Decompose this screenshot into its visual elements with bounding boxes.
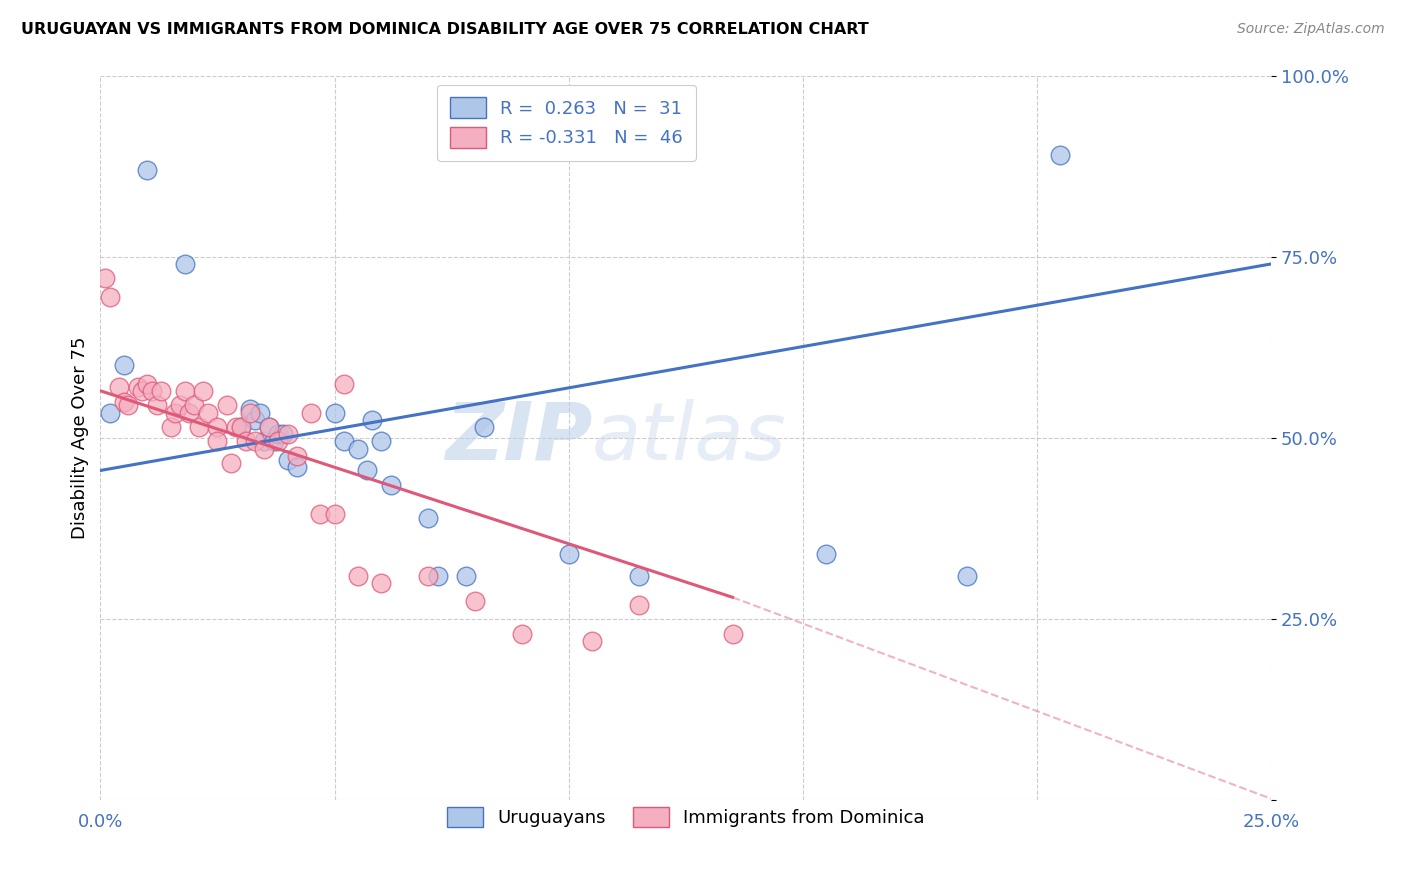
Point (159, 420, 181, 434)
Point (333, 376, 356, 391)
Point (239, 401, 262, 416)
Point (815, 547, 838, 561)
Point (221, 456, 243, 470)
Text: URUGUAYAN VS IMMIGRANTS FROM DOMINICA DISABILITY AGE OVER 75 CORRELATION CHART: URUGUAYAN VS IMMIGRANTS FROM DOMINICA DI… (21, 22, 869, 37)
Point (464, 594, 486, 608)
Point (98, 289, 121, 303)
Point (94, 271, 117, 285)
Point (277, 427, 299, 442)
Point (1049, 148, 1071, 162)
Point (117, 398, 139, 412)
Point (187, 420, 209, 434)
Point (253, 442, 276, 456)
Point (257, 420, 280, 434)
Point (285, 449, 308, 463)
Point (131, 384, 153, 398)
Point (426, 568, 449, 582)
Point (145, 398, 167, 412)
Point (257, 420, 280, 434)
Point (98, 405, 121, 419)
Point (956, 568, 979, 582)
Point (370, 575, 392, 590)
Point (267, 427, 290, 442)
Text: Source: ZipAtlas.com: Source: ZipAtlas.com (1237, 22, 1385, 37)
Point (173, 257, 195, 271)
Point (380, 478, 402, 492)
Point (136, 376, 159, 391)
Point (173, 384, 195, 398)
Point (207, 420, 229, 434)
Point (323, 405, 346, 419)
Point (627, 598, 650, 612)
Point (454, 568, 477, 582)
Point (309, 507, 332, 521)
Point (253, 434, 276, 449)
Point (183, 398, 205, 412)
Point (239, 405, 262, 419)
Point (581, 633, 603, 648)
Point (285, 459, 308, 474)
Point (361, 413, 384, 427)
Point (112, 394, 135, 409)
Point (215, 398, 238, 412)
Y-axis label: Disability Age Over 75: Disability Age Over 75 (72, 336, 89, 539)
Point (271, 427, 294, 442)
Point (165, 405, 187, 419)
Point (627, 568, 650, 582)
Text: ZIP: ZIP (444, 399, 592, 477)
Point (127, 380, 149, 394)
Point (229, 420, 252, 434)
Point (249, 405, 271, 419)
Point (193, 384, 215, 398)
Point (112, 359, 135, 373)
Point (721, 626, 744, 640)
Point (418, 510, 440, 524)
Point (197, 405, 219, 419)
Point (347, 568, 370, 582)
Point (333, 434, 356, 449)
Point (418, 568, 440, 582)
Point (136, 162, 159, 177)
Point (141, 384, 163, 398)
Point (347, 442, 370, 456)
Legend: Uruguayans, Immigrants from Dominica: Uruguayans, Immigrants from Dominica (440, 799, 932, 835)
Point (243, 434, 266, 449)
Point (370, 434, 392, 449)
Text: atlas: atlas (592, 399, 787, 477)
Point (263, 434, 285, 449)
Point (510, 626, 533, 640)
Point (557, 547, 579, 561)
Point (108, 380, 131, 394)
Point (472, 420, 495, 434)
Point (235, 434, 257, 449)
Point (179, 405, 201, 419)
Point (299, 405, 322, 419)
Point (169, 398, 191, 412)
Point (229, 420, 252, 434)
Point (207, 434, 229, 449)
Point (225, 420, 247, 434)
Point (356, 463, 378, 477)
Point (277, 452, 299, 467)
Point (267, 434, 290, 449)
Point (150, 384, 173, 398)
Point (323, 507, 346, 521)
Point (243, 413, 266, 427)
